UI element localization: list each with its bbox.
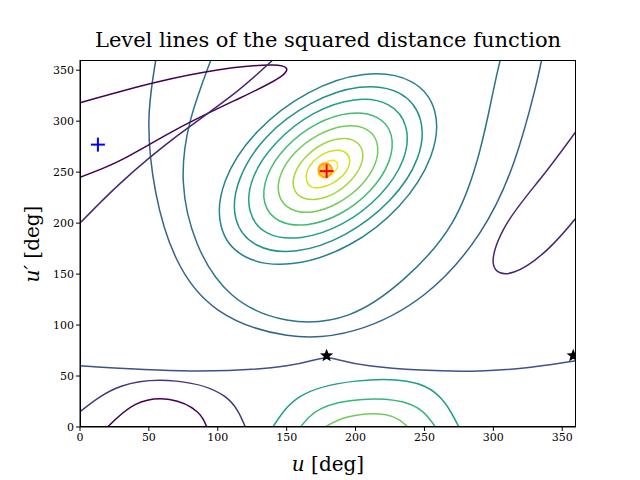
- svg-text:150: 150: [53, 268, 74, 281]
- svg-text:50: 50: [60, 370, 74, 383]
- html-text:Level lines of the squared dis: Level lines of the squared distance func…: [95, 28, 561, 52]
- html-text:u [deg]: u [deg]: [291, 452, 365, 476]
- svg-text:300: 300: [53, 115, 74, 128]
- svg-text:0: 0: [67, 421, 74, 434]
- svg-text:350: 350: [53, 64, 74, 77]
- html-text:u′: u′: [20, 265, 44, 283]
- svg-text:100: 100: [207, 431, 228, 444]
- svg-text:200: 200: [53, 217, 74, 230]
- svg-text:150: 150: [276, 431, 297, 444]
- svg-text:250: 250: [414, 431, 435, 444]
- svg-text:200: 200: [345, 431, 366, 444]
- svg-text:0: 0: [77, 431, 84, 444]
- html-text:[deg]: [deg]: [20, 205, 44, 265]
- svg-text:100: 100: [53, 319, 74, 332]
- svg-text:50: 50: [142, 431, 156, 444]
- svg-text:350: 350: [552, 431, 573, 444]
- svg-text:250: 250: [53, 166, 74, 179]
- svg-text:300: 300: [483, 431, 504, 444]
